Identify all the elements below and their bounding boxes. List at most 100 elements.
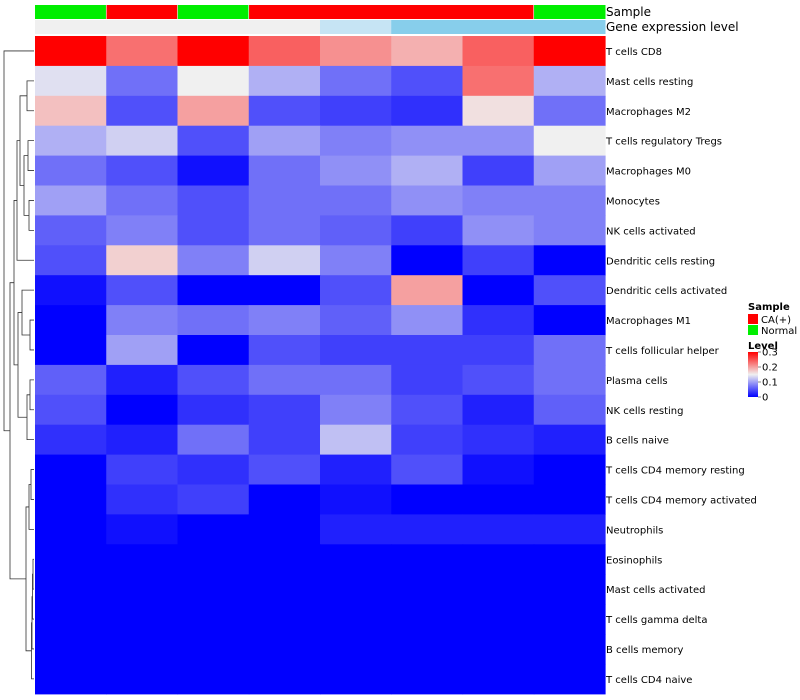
heatmap-cell: [248, 215, 321, 246]
heatmap-cell: [177, 634, 250, 665]
heatmap-cell: [248, 95, 321, 127]
heatmap-cell: [462, 185, 535, 216]
heatmap-cell: [248, 663, 321, 695]
level-legend-tick-label: 0: [762, 393, 768, 404]
heatmap-cell: [462, 574, 535, 605]
heatmap-cell: [35, 604, 107, 635]
heatmap-cell: [248, 604, 321, 635]
heatmap-cell: [391, 245, 464, 276]
heatmap-cell: [35, 454, 107, 486]
heatmap-cell: [35, 544, 107, 575]
heatmap-cell: [533, 454, 606, 486]
expression-annotation-cell: [35, 20, 107, 34]
heatmap-cell: [391, 95, 464, 127]
heatmap-cell: [35, 305, 107, 336]
level-legend-tick-label: 0.3: [762, 348, 778, 359]
heatmap-cell: [391, 574, 464, 605]
heatmap-cell: [533, 514, 606, 545]
heatmap-cell: [177, 155, 250, 187]
heatmap-cell: [106, 155, 179, 187]
heatmap-cell: [35, 155, 107, 187]
expression-annotation-label: Gene expression level: [606, 20, 739, 34]
heatmap-cell: [248, 634, 321, 665]
heatmap-cell: [35, 185, 107, 216]
heatmap-cell: [391, 364, 464, 396]
heatmap-cell: [320, 95, 392, 127]
heatmap-cell: [35, 36, 107, 67]
row-label: Mast cells activated: [606, 585, 705, 596]
heatmap-cell: [391, 305, 464, 336]
dendrogram-branch: [30, 469, 34, 500]
heatmap-cell: [462, 544, 535, 575]
heatmap-cell: [320, 155, 392, 187]
heatmap-cell: [391, 335, 464, 366]
heatmap-cell: [320, 574, 392, 605]
sample-annotation-cell: [177, 5, 250, 19]
heatmap-cell: [177, 245, 250, 276]
row-label: B cells naive: [606, 436, 669, 447]
heatmap-cell: [248, 335, 321, 366]
heatmap-cell: [248, 65, 321, 97]
level-legend-bar: [748, 352, 758, 397]
sample-legend-swatch: [748, 314, 758, 324]
heatmap-cell: [106, 454, 179, 486]
heatmap-cell: [106, 484, 179, 515]
heatmap-cell: [248, 424, 321, 456]
dendrogram-branch: [32, 558, 34, 590]
heatmap-cell: [391, 634, 464, 665]
heatmap-cell: [533, 424, 606, 456]
heatmap-cell: [248, 574, 321, 605]
heatmap-cell: [391, 394, 464, 426]
heatmap-cell: [462, 125, 535, 157]
heatmap-cell: [320, 544, 392, 575]
heatmap-cell: [533, 245, 606, 276]
heatmap-cell: [320, 245, 392, 276]
heatmap-cell: [248, 155, 321, 187]
heatmap-cell: [177, 275, 250, 306]
heatmap-cell: [248, 245, 321, 276]
row-label: T cells gamma delta: [605, 615, 707, 626]
heatmap-cell: [35, 275, 107, 306]
heatmap-cell: [533, 544, 606, 575]
heatmap-cell: [35, 663, 107, 695]
heatmap-cell: [320, 185, 392, 216]
heatmap-cell: [177, 544, 250, 575]
heatmap-cell: [320, 125, 392, 157]
row-label: Macrophages M0: [606, 167, 691, 178]
heatmap-cell: [391, 544, 464, 575]
heatmap-cell: [533, 663, 606, 695]
sample-annotation-cell: [391, 5, 463, 19]
heatmap-cell: [177, 65, 250, 97]
heatmap-cell: [106, 663, 179, 695]
row-label: T cells CD8: [605, 47, 662, 58]
expression-annotation-cell: [533, 20, 606, 34]
heatmap-cell: [248, 364, 321, 396]
heatmap-cell: [177, 95, 250, 127]
column-annotations: [35, 5, 606, 34]
expression-annotation-cell: [320, 20, 392, 34]
heatmap-cell: [35, 424, 107, 456]
heatmap-cell: [462, 514, 535, 545]
heatmap-cell: [533, 36, 606, 67]
expression-annotation-cell: [177, 20, 250, 34]
heatmap-cell: [462, 65, 535, 97]
heatmap-cell: [533, 574, 606, 605]
heatmap-cell: [320, 364, 392, 396]
sample-annotation-cell: [106, 5, 178, 19]
heatmap-cell: [177, 574, 250, 605]
sample-annotation-cell: [35, 5, 107, 19]
heatmap-cell: [177, 663, 250, 695]
sample-annotation-cell: [462, 5, 535, 19]
row-label: NK cells activated: [606, 226, 696, 237]
heatmap-cell: [106, 215, 179, 246]
heatmap-cell: [106, 364, 179, 396]
row-label: Macrophages M2: [606, 107, 691, 118]
heatmap-cell: [320, 394, 392, 426]
dendrogram-branch: [28, 200, 34, 231]
heatmap-cell: [391, 155, 464, 187]
row-label: Dendritic cells resting: [606, 256, 715, 267]
row-label: T cells regulatory Tregs: [605, 137, 722, 148]
heatmap-cell: [248, 394, 321, 426]
heatmap-cell: [320, 514, 392, 545]
